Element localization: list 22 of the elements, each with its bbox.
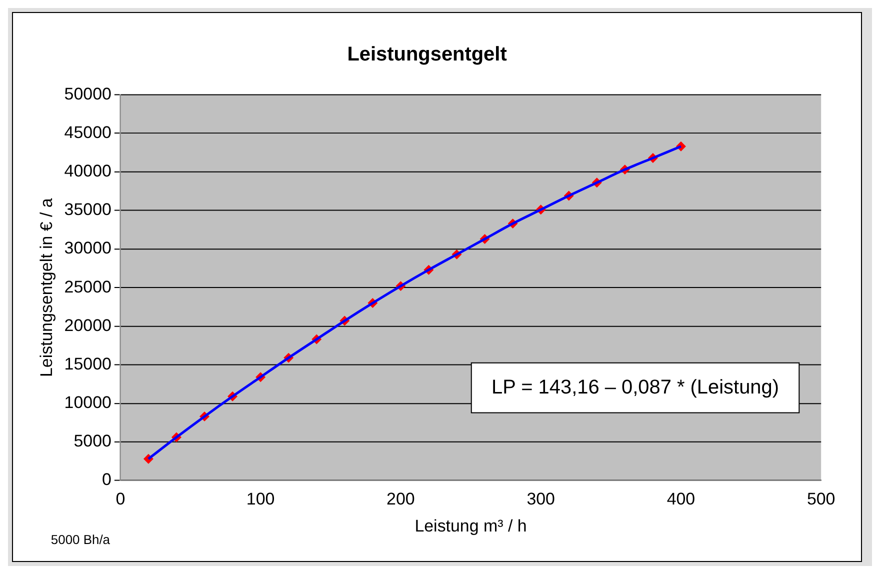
y-tick-label: 45000 — [64, 122, 112, 142]
y-tick-label: 30000 — [64, 238, 112, 258]
y-tick-label: 5000 — [74, 432, 112, 451]
x-axis-title: Leistung m³ / h — [414, 516, 527, 536]
y-tick-label: 15000 — [64, 354, 112, 374]
y-tick-label: 35000 — [64, 200, 112, 220]
x-tick-label: 100 — [246, 489, 275, 508]
y-tick-label: 20000 — [64, 316, 112, 335]
x-tick-label: 400 — [666, 489, 696, 508]
y-tick-label: 0 — [102, 470, 112, 490]
x-tick-label: 300 — [526, 489, 555, 508]
text: 5000 Bh/a — [50, 532, 111, 548]
annotation: LP = 143,16 – 0,087 * (Leistung) — [492, 376, 779, 398]
y-tick-label: 50000 — [64, 84, 112, 104]
x-tick-label: 200 — [386, 489, 415, 508]
x-tick-label: 500 — [806, 489, 836, 508]
y-tick-label: 40000 — [64, 162, 112, 181]
y-axis-title: Leistungsentgelt in € / a — [36, 198, 56, 377]
chart-title: Leistungsentgelt — [347, 43, 508, 66]
y-tick-label: 10000 — [64, 393, 112, 412]
y-tick-label: 25000 — [64, 277, 112, 296]
x-tick-label: 0 — [116, 489, 126, 508]
